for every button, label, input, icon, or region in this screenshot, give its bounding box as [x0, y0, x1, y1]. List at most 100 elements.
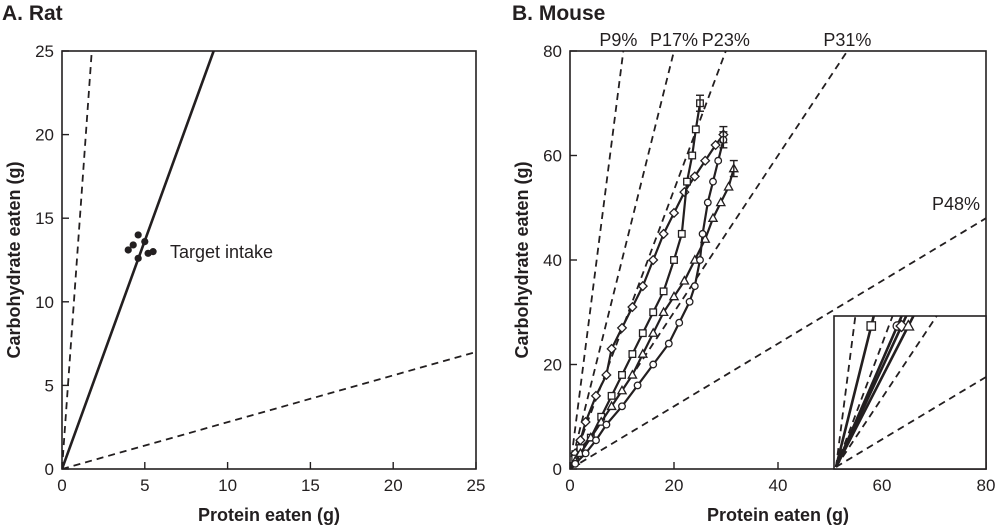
mouse-x-tick-label: 80	[977, 476, 996, 495]
rat-y-tick-label: 25	[35, 42, 54, 61]
rat-x-axis-label: Protein eaten (g)	[198, 505, 340, 525]
panel-b-title: B. Mouse	[512, 2, 605, 25]
series-diamond-point	[647, 254, 659, 266]
rat-intake-point	[149, 248, 157, 256]
mouse-x-axis-label: Protein eaten (g)	[707, 505, 849, 525]
series-diamond-point	[658, 228, 669, 240]
rat-x-tick-label: 20	[384, 476, 403, 495]
series-square-point	[659, 287, 668, 296]
panel-a-title: A. Rat	[2, 2, 63, 25]
rat-y-axis-label: Carbohydrate eaten (g)	[4, 161, 24, 358]
series-triangle-point	[647, 327, 659, 337]
rat-y-tick-label: 5	[45, 376, 54, 395]
inset-dashed-line	[835, 316, 894, 468]
rat-intake-point	[141, 238, 149, 246]
series-diamond-point	[590, 390, 602, 402]
rat-y-tick-label: 20	[35, 126, 54, 145]
series-triangle-point	[616, 384, 628, 395]
series-triangle-point	[723, 181, 734, 191]
series-triangle-point	[707, 212, 719, 222]
rat-x-tick-label: 25	[467, 476, 486, 495]
series-square-point	[628, 350, 637, 358]
panel-mouse: B. Mouse 0 20 40 60 80 0 20 40 60 80 P9% P17% P23% P…	[512, 2, 996, 525]
mouse-x-tick-label: 0	[565, 476, 574, 495]
series-circle-point	[571, 459, 580, 468]
series-circle-point	[703, 198, 712, 207]
rat-intake-point	[134, 231, 142, 239]
series-diamond-point	[627, 301, 638, 313]
rat-x-tick-label: 0	[57, 476, 66, 495]
inset-solid-line	[834, 316, 904, 468]
rat-x-tick-label: 10	[218, 476, 237, 495]
mouse-y-tick-label: 80	[543, 42, 562, 61]
rat-intake-point	[129, 241, 137, 249]
target-intake-annotation: Target intake	[170, 242, 273, 262]
series-square-point	[638, 329, 647, 338]
rail-label: P48%	[932, 194, 980, 214]
series-square-point	[607, 391, 616, 400]
series-diamond-point	[637, 280, 649, 292]
rat-y-tick-label: 0	[45, 460, 54, 479]
rat-x-tick-label: 15	[301, 476, 320, 495]
series-circle-point	[709, 177, 717, 186]
series-circle-point	[581, 449, 590, 458]
inset-triangle-marker	[901, 319, 915, 331]
series-square-point	[618, 370, 626, 379]
mouse-y-tick-label: 20	[543, 356, 562, 375]
series-diamond-point	[710, 139, 721, 151]
rat-x-tick-label: 5	[140, 476, 149, 495]
series-square-point	[649, 308, 658, 317]
series-diamond-point	[668, 207, 680, 219]
series-circle-point	[592, 436, 600, 445]
series-circle-point	[696, 256, 704, 264]
series-triangle-point	[658, 306, 669, 317]
series-circle-point	[685, 297, 694, 306]
rat-plot-frame	[61, 50, 477, 470]
rat-y-tick-label: 10	[35, 293, 54, 312]
series-triangle-point	[715, 196, 727, 207]
mouse-x-tick-label: 60	[873, 476, 892, 495]
mouse-x-tick-label: 40	[769, 476, 788, 495]
series-triangle-point	[627, 369, 638, 379]
inset-panel	[833, 315, 987, 470]
series-triangle-point	[637, 348, 649, 358]
inset-frame	[833, 315, 987, 470]
mouse-y-axis-label: Carbohydrate eaten (g)	[512, 161, 532, 358]
series-diamond-point	[601, 369, 612, 381]
rail-p48pct	[570, 217, 986, 469]
mouse-x-tick-label: 20	[665, 476, 684, 495]
rail-label: P17%	[650, 30, 698, 50]
rail-label: P23%	[702, 30, 750, 50]
series-circle-point	[633, 381, 642, 390]
series-circle-point	[649, 360, 658, 369]
series-diamond-point	[689, 171, 701, 182]
panel-rat: A. Rat 0 5 10 15 20 25 0 5 10 15 20 25 Target intak…	[2, 2, 485, 525]
mouse-y-tick-label: 60	[543, 147, 562, 166]
inset-solid-line	[834, 316, 908, 468]
inset-solid-line	[834, 316, 915, 468]
rat-y-tick-label: 15	[35, 209, 54, 228]
series-square-point	[688, 151, 697, 160]
series-square-point	[683, 177, 691, 186]
series-triangle-point	[668, 290, 680, 301]
series-circle-point	[664, 339, 673, 348]
series-circle-point	[714, 156, 723, 165]
rail-p9pct	[570, 51, 625, 469]
series-diamond-point	[580, 416, 591, 428]
inset-square-marker	[866, 321, 877, 331]
series-square-point	[677, 229, 686, 238]
series-circle-point	[698, 229, 707, 238]
rat-intake-point	[124, 246, 132, 254]
series-diamond-point	[616, 322, 628, 334]
mouse-y-tick-label: 40	[543, 251, 562, 270]
series-circle-point	[602, 420, 611, 429]
rat-steep-dashed-rail	[62, 51, 93, 469]
series-triangle-point	[606, 400, 617, 411]
rat-shallow-dashed-rail	[62, 351, 476, 469]
mouse-y-tick-label: 0	[553, 460, 562, 479]
series-circle-point	[618, 402, 626, 411]
inset-dashed-line	[835, 375, 986, 468]
series-circle-point	[675, 318, 684, 327]
series-diamond-point	[699, 155, 711, 166]
